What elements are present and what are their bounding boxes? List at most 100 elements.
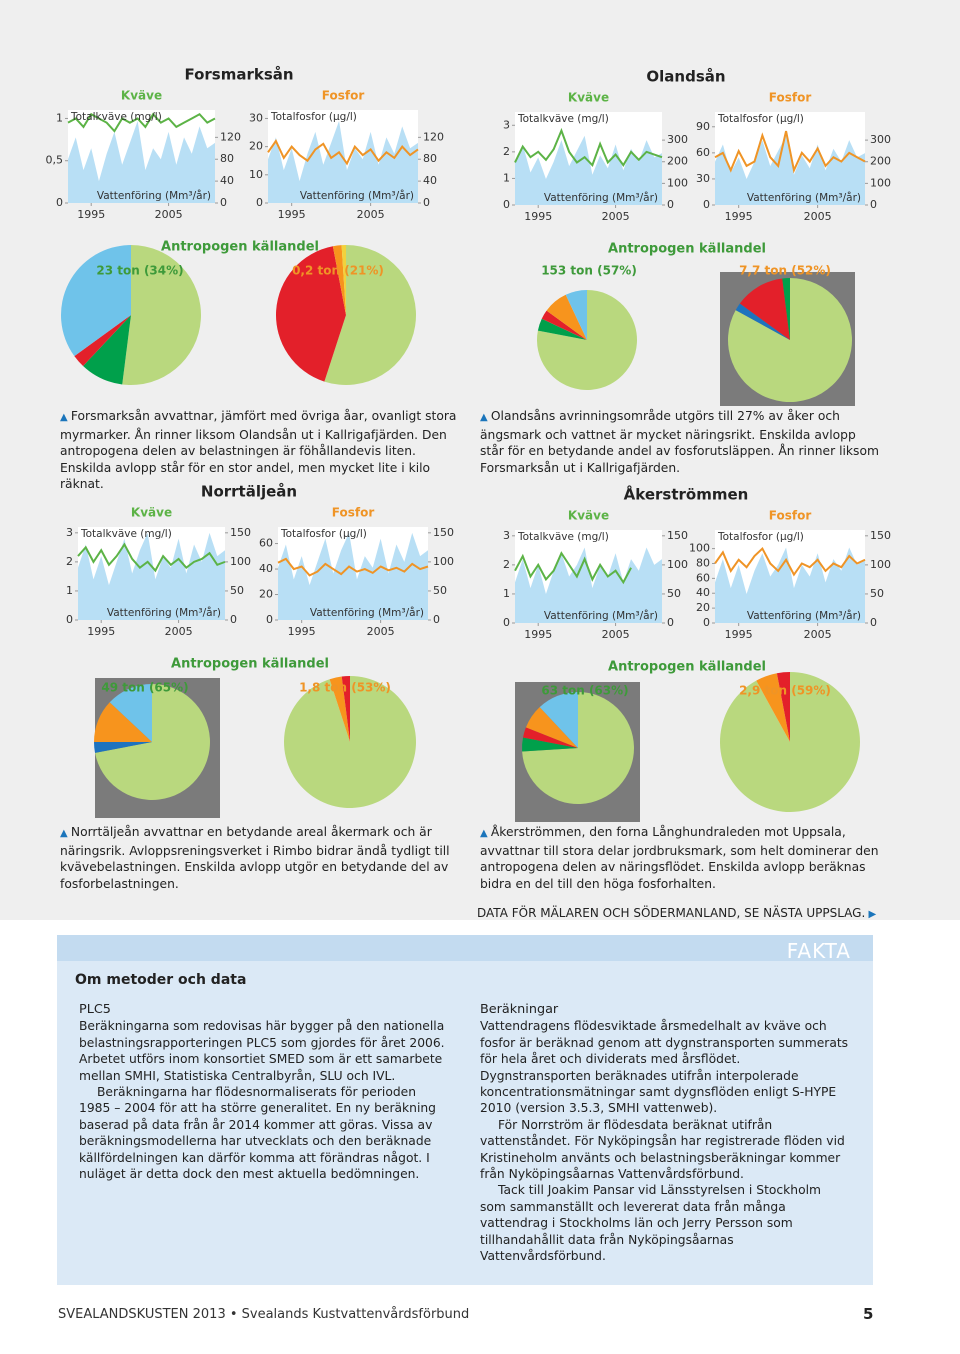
- pie-slice: [537, 318, 587, 340]
- y-tick-label: 1: [503, 587, 510, 600]
- y2-tick-label: 150: [433, 526, 454, 539]
- caption: Norrtäljeån avvattnar en betydande areal…: [60, 824, 460, 892]
- pie-slice: [341, 245, 346, 315]
- line: [714, 130, 866, 174]
- y2-tick-label: 200: [667, 155, 688, 168]
- y-tick-label: 3: [503, 529, 510, 542]
- x-tick-label: 2005: [804, 210, 832, 223]
- pie-slice: [341, 676, 350, 742]
- y-tick-label: 3: [503, 118, 510, 131]
- series-label: Totalkväve (mg/l): [517, 113, 609, 125]
- y-tick-label: 1: [56, 111, 63, 124]
- pie-slice: [94, 742, 152, 753]
- series-label: Vattenföring (Mm³/år): [107, 606, 221, 619]
- x-tick-label: 1995: [524, 210, 552, 223]
- fact-band: FAKTA: [57, 935, 873, 963]
- pie-slice: [756, 673, 790, 742]
- pie-slice: [539, 692, 578, 748]
- line: [77, 542, 226, 573]
- x-tick-label: 1995: [524, 628, 552, 641]
- pie-label: 7,7 ton (52%): [739, 264, 831, 278]
- y2-tick-label: 200: [870, 155, 891, 168]
- pie-slice: [782, 278, 790, 340]
- y2-tick-label: 120: [423, 130, 444, 143]
- y-tick-label: 0: [703, 616, 710, 629]
- y2-tick-label: 0: [423, 196, 430, 209]
- caption: Åkerströmmen, den forna Långhundraleden …: [480, 824, 880, 892]
- source-title: Antropogen källandel: [608, 660, 766, 675]
- fact-box: FAKTA Om metoder och data PLC5 Beräkning…: [57, 935, 873, 1285]
- pie-slice: [83, 315, 131, 385]
- pie-label: 23 ton (34%): [96, 264, 183, 278]
- series-label: Totalkväve (mg/l): [70, 111, 162, 123]
- y2-tick-label: 100: [870, 176, 891, 189]
- series-label: Totalfosfor (µg/l): [717, 531, 804, 543]
- series-label: Totalfosfor (µg/l): [270, 111, 357, 123]
- fact-title: Om metoder och data: [75, 972, 247, 988]
- pie-slice: [332, 245, 346, 315]
- y-tick-label: 60: [696, 146, 710, 159]
- y-tick-label: 0: [256, 196, 263, 209]
- pie-slice: [525, 707, 578, 748]
- series-label: Totalkväve (mg/l): [517, 531, 609, 543]
- y-tick-label: 20: [249, 140, 263, 153]
- y2-tick-label: 0: [433, 613, 440, 626]
- y-tick-label: 20: [696, 601, 710, 614]
- y-tick-label: 30: [696, 172, 710, 185]
- paragraph: Tack till Joakim Pansar vid Länsstyrelse…: [480, 1183, 822, 1264]
- series-label: Totalfosfor (µg/l): [280, 528, 367, 540]
- y2-tick-label: 150: [230, 526, 251, 539]
- y-tick-label: 0: [66, 613, 73, 626]
- pie-label: 153 ton (57%): [541, 264, 637, 278]
- x-tick-label: 1995: [87, 625, 115, 638]
- heading: Beräkningar: [480, 1002, 559, 1017]
- flow-area: [268, 120, 418, 203]
- y-tick-label: 20: [259, 588, 273, 601]
- x-tick-label: 1995: [725, 628, 753, 641]
- chart-section: Forsmarksån Antropogen källandel Vattenför…: [0, 0, 960, 920]
- x-tick-label: 2005: [367, 625, 395, 638]
- y2-tick-label: 100: [433, 555, 454, 568]
- y-tick-label: 3: [66, 526, 73, 539]
- series-label: Vattenföring (Mm³/år): [747, 609, 861, 622]
- line: [514, 551, 632, 585]
- x-tick-label: 1995: [278, 208, 306, 221]
- pie-slice: [275, 246, 346, 382]
- line: [514, 127, 663, 167]
- y-tick-label: 40: [259, 562, 273, 575]
- line: [267, 139, 419, 166]
- series-label: Vattenföring (Mm³/år): [747, 191, 861, 204]
- x-tick-label: 2005: [804, 628, 832, 641]
- y2-tick-label: 50: [667, 587, 681, 600]
- x-tick-label: 2005: [602, 628, 630, 641]
- y2-tick-label: 0: [870, 616, 877, 629]
- y-tick-label: 60: [259, 537, 273, 550]
- chart-heading: Kväve: [131, 506, 172, 520]
- flow-area: [78, 532, 225, 620]
- y2-tick-label: 40: [423, 174, 437, 187]
- source-title: Antropogen källandel: [171, 657, 329, 672]
- pie-slice: [522, 727, 578, 748]
- y2-tick-label: 300: [870, 133, 891, 146]
- pie-slice: [565, 290, 587, 340]
- y2-tick-label: 150: [870, 529, 891, 542]
- y-tick-label: 90: [696, 120, 710, 133]
- pie-label: 2,9 ton (59%): [739, 684, 831, 698]
- y2-tick-label: 0: [667, 616, 674, 629]
- chart-heading: Fosfor: [322, 89, 365, 103]
- chart-heading: Fosfor: [769, 509, 812, 523]
- pie-slice: [74, 315, 131, 367]
- y-tick-label: 0,5: [46, 154, 64, 167]
- y2-tick-label: 100: [667, 176, 688, 189]
- flow-area: [715, 547, 865, 623]
- pie-label: 0,2 ton (21%): [292, 264, 384, 278]
- pie-slice: [324, 245, 417, 385]
- heading: PLC5: [79, 1002, 111, 1017]
- y-tick-label: 40: [696, 586, 710, 599]
- paragraph: Vattendragens flödesviktade årsmedelhalt…: [480, 1019, 849, 1116]
- y2-tick-label: 80: [220, 152, 234, 165]
- y2-tick-label: 0: [667, 198, 674, 211]
- pie-slice: [61, 245, 131, 357]
- chart-heading: Fosfor: [769, 91, 812, 105]
